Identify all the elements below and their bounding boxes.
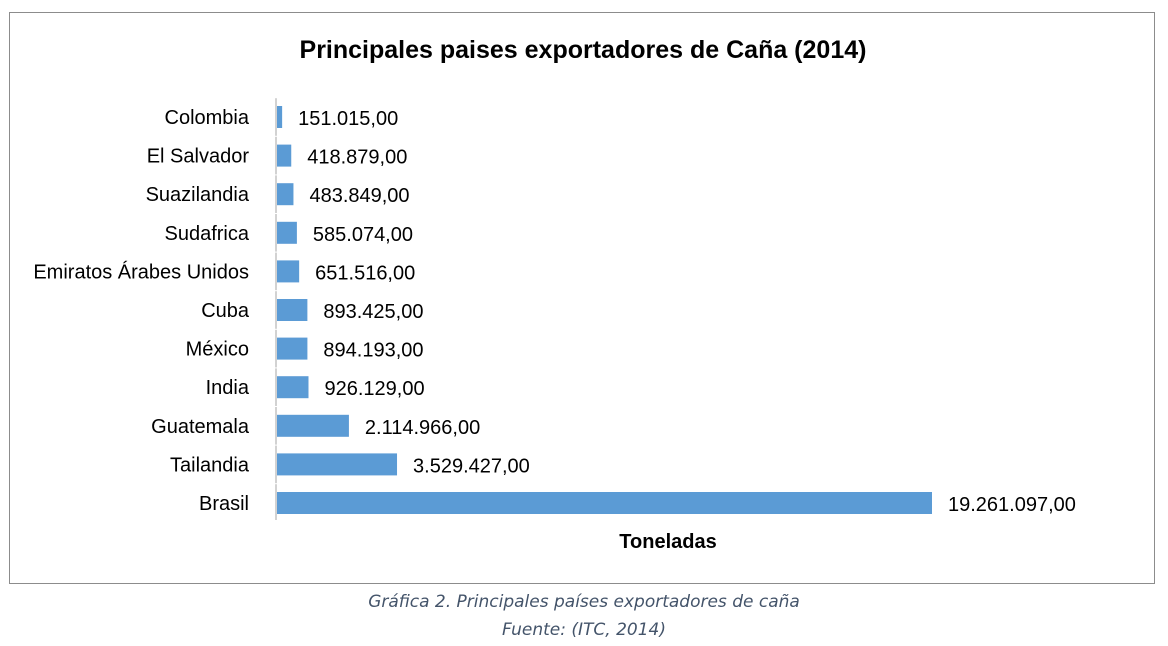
category-label: Suazilandia bbox=[146, 184, 250, 206]
bar bbox=[277, 183, 294, 206]
chart-title: Principales paises exportadores de Caña … bbox=[300, 36, 867, 64]
data-label: 483.849,00 bbox=[309, 185, 409, 207]
category-label: Tailandia bbox=[170, 454, 250, 476]
data-label: 418.879,00 bbox=[307, 147, 407, 169]
bar bbox=[277, 453, 398, 476]
bar bbox=[277, 414, 349, 437]
bar bbox=[277, 260, 300, 283]
data-label: 651.516,00 bbox=[315, 262, 415, 284]
category-label: Brasil bbox=[199, 493, 249, 515]
data-label: 3.529.427,00 bbox=[413, 455, 530, 477]
data-label: 19.261.097,00 bbox=[948, 494, 1076, 516]
category-label: Emiratos Árabes Unidos bbox=[33, 260, 249, 283]
x-axis-label: Toneladas bbox=[619, 531, 716, 553]
bars-group: Colombia 151.015,00 El Salvador 418.879,00 S… bbox=[33, 97, 1076, 516]
bar bbox=[277, 337, 308, 360]
data-label: 893.425,00 bbox=[323, 301, 423, 323]
category-label: Cuba bbox=[201, 300, 250, 322]
data-label: 894.193,00 bbox=[323, 340, 423, 362]
bar bbox=[277, 106, 283, 128]
data-label: 585.074,00 bbox=[313, 224, 413, 246]
data-label: 926.129,00 bbox=[324, 378, 424, 400]
figure-caption: Gráfica 2. Principales países exportador… bbox=[368, 592, 800, 612]
bar bbox=[277, 376, 309, 399]
bar bbox=[277, 221, 297, 244]
figure-source: Fuente: (ITC, 2014) bbox=[502, 620, 666, 640]
data-label: 151.015,00 bbox=[298, 108, 398, 130]
category-label: El Salvador bbox=[147, 146, 250, 168]
category-label: Colombia bbox=[165, 107, 250, 129]
chart-frame bbox=[9, 12, 1155, 584]
bar bbox=[277, 144, 292, 167]
bar bbox=[277, 299, 308, 321]
data-label: 2.114.966,00 bbox=[365, 417, 480, 439]
category-label: Sudafrica bbox=[165, 223, 250, 245]
category-label: México bbox=[186, 339, 249, 361]
category-label: Guatemala bbox=[151, 416, 250, 438]
category-label: India bbox=[206, 377, 250, 399]
bar bbox=[277, 492, 932, 514]
